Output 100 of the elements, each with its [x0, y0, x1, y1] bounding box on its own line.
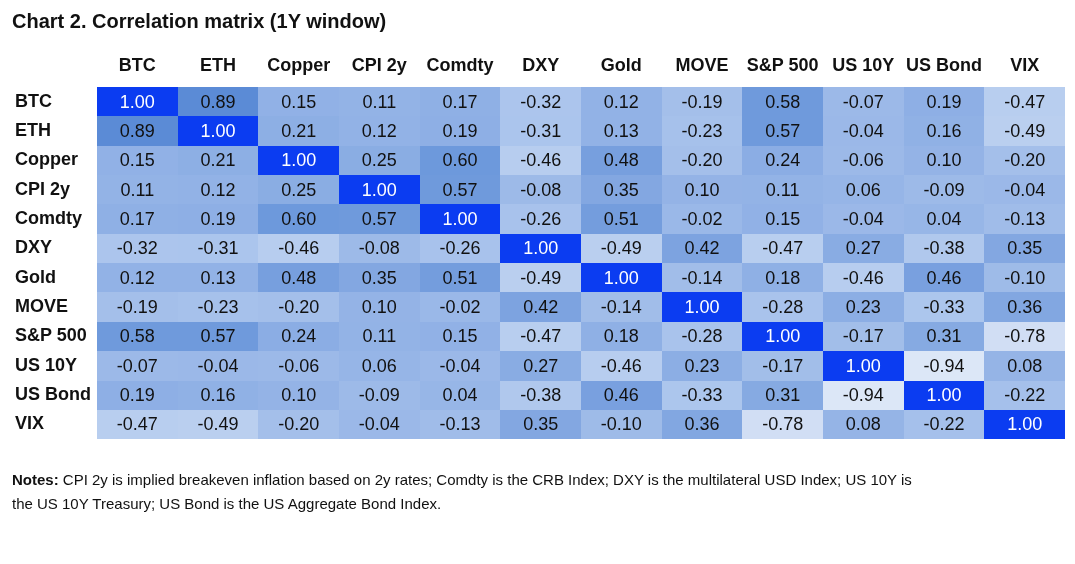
data-label: 0.19 — [442, 120, 478, 141]
data-label: 0.57 — [361, 209, 397, 230]
data-label: -0.06 — [842, 150, 884, 171]
x-tick-label: CPI 2y — [351, 55, 407, 76]
x-tick-label: Comdty — [426, 55, 494, 76]
data-label: -0.04 — [842, 209, 884, 230]
data-label: 0.42 — [684, 238, 720, 259]
data-label: 0.21 — [281, 120, 317, 141]
data-label: -0.38 — [923, 238, 965, 259]
data-label: 0.04 — [442, 385, 478, 406]
data-label: -0.19 — [116, 297, 158, 318]
data-label: 0.24 — [765, 150, 801, 171]
data-label: 0.23 — [845, 297, 881, 318]
data-label: 0.16 — [200, 385, 236, 406]
data-label: -0.31 — [197, 238, 239, 259]
data-label: 0.15 — [765, 209, 801, 230]
data-label: -0.04 — [439, 355, 481, 376]
data-label: 0.25 — [361, 150, 397, 171]
data-label: 0.57 — [765, 120, 801, 141]
data-label: 1.00 — [361, 179, 397, 200]
data-label: 1.00 — [765, 326, 801, 347]
data-label: 0.19 — [119, 385, 155, 406]
x-tick-label: US 10Y — [832, 55, 895, 76]
data-label: 0.13 — [603, 120, 639, 141]
data-label: 0.12 — [119, 267, 155, 288]
data-label: -0.38 — [520, 385, 562, 406]
data-label: 0.10 — [926, 150, 962, 171]
data-label: -0.47 — [762, 238, 804, 259]
y-tick-label: Comdty — [15, 208, 82, 229]
data-label: 0.48 — [603, 150, 639, 171]
data-label: 0.57 — [442, 179, 478, 200]
data-label: 0.11 — [765, 179, 800, 200]
data-label: 0.46 — [926, 267, 962, 288]
data-label: 0.25 — [281, 179, 317, 200]
chart-title: Chart 2. Correlation matrix (1Y window) — [12, 10, 387, 33]
data-label: 0.60 — [442, 150, 478, 171]
data-label: 0.08 — [1007, 355, 1043, 376]
data-label: -0.23 — [197, 297, 239, 318]
data-label: -0.13 — [439, 414, 481, 435]
data-label: -0.49 — [600, 238, 642, 259]
data-label: 0.31 — [765, 385, 801, 406]
data-label: 0.51 — [442, 267, 478, 288]
y-tick-label: ETH — [15, 119, 51, 140]
y-tick-label: S&P 500 — [15, 325, 87, 346]
data-label: 1.00 — [845, 355, 881, 376]
data-label: 0.16 — [926, 120, 962, 141]
data-label: 0.36 — [1007, 297, 1043, 318]
data-label: -0.26 — [520, 209, 562, 230]
data-label: 0.48 — [281, 267, 317, 288]
y-tick-label: MOVE — [15, 296, 69, 317]
y-tick-label: Copper — [15, 149, 78, 170]
data-label: 0.35 — [603, 179, 639, 200]
data-label: -0.09 — [923, 179, 965, 200]
data-label: -0.46 — [520, 150, 562, 171]
data-label: -0.47 — [1004, 91, 1046, 112]
x-tick-label: BTC — [118, 55, 156, 76]
data-label: 0.89 — [119, 120, 155, 141]
data-label: 0.08 — [845, 414, 881, 435]
y-tick-label: US 10Y — [15, 354, 78, 375]
data-label: -0.07 — [842, 91, 884, 112]
data-label: 0.10 — [361, 297, 397, 318]
data-label: 0.19 — [200, 209, 236, 230]
x-tick-label: DXY — [522, 55, 560, 76]
data-label: -0.08 — [358, 238, 400, 259]
data-label: 0.12 — [603, 91, 639, 112]
data-label: -0.04 — [358, 414, 400, 435]
data-label: 1.00 — [1007, 414, 1043, 435]
data-label: -0.20 — [278, 297, 320, 318]
data-label: -0.28 — [762, 297, 804, 318]
y-tick-label: BTC — [15, 90, 52, 111]
data-label: -0.46 — [600, 355, 642, 376]
data-label: 0.15 — [442, 326, 478, 347]
data-label: -0.04 — [197, 355, 239, 376]
data-label: 1.00 — [926, 385, 962, 406]
data-label: -0.08 — [520, 179, 562, 200]
data-label: -0.04 — [1004, 179, 1046, 200]
data-label: 0.11 — [362, 91, 397, 112]
data-label: 0.06 — [845, 179, 881, 200]
data-label: -0.23 — [681, 120, 723, 141]
data-label: -0.20 — [681, 150, 723, 171]
data-label: -0.14 — [600, 297, 642, 318]
data-label: 0.46 — [603, 385, 639, 406]
x-tick-label: Copper — [267, 55, 331, 76]
y-tick-label: Gold — [15, 266, 56, 287]
data-label: 0.18 — [765, 267, 801, 288]
data-label: -0.06 — [278, 355, 320, 376]
data-label: 0.36 — [684, 414, 720, 435]
data-label: 1.00 — [281, 150, 317, 171]
data-label: -0.94 — [923, 355, 965, 376]
data-label: 1.00 — [523, 238, 559, 259]
data-label: -0.13 — [1004, 209, 1046, 230]
data-label: -0.49 — [197, 414, 239, 435]
data-label: 0.27 — [523, 355, 559, 376]
data-label: -0.17 — [842, 326, 884, 347]
data-label: 0.58 — [119, 326, 155, 347]
data-label: -0.22 — [923, 414, 965, 435]
data-label: -0.33 — [923, 297, 965, 318]
data-label: 0.23 — [684, 355, 720, 376]
data-label: 0.10 — [684, 179, 720, 200]
y-tick-label: CPI 2y — [15, 178, 71, 199]
